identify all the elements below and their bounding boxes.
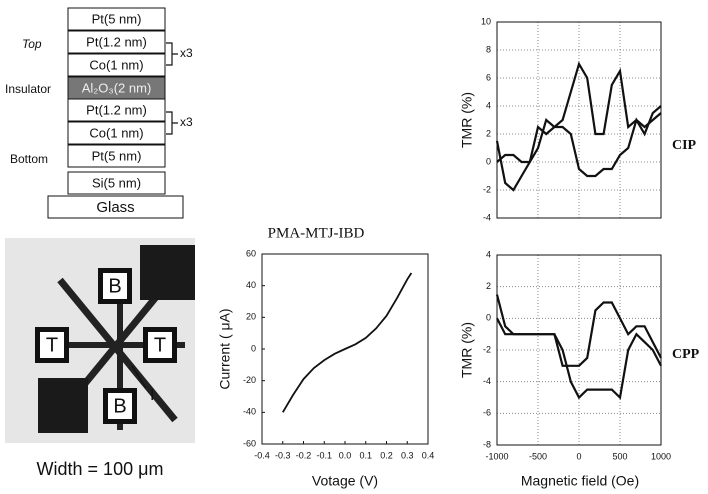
stack-label: Top <box>22 37 42 51</box>
layer <box>67 30 166 54</box>
layer <box>67 121 166 145</box>
y-tick-label: 8 <box>486 44 491 54</box>
layer-label: Co(1 nm) <box>89 125 143 140</box>
y-tick-label: -20 <box>243 375 256 385</box>
y-tick-label: -6 <box>483 408 491 418</box>
pointer-label: I <box>150 387 154 404</box>
x-tick-label: 0.3 <box>401 450 414 460</box>
y-tick-label: 2 <box>486 128 491 138</box>
y-tick-label: 20 <box>246 312 256 322</box>
layer <box>67 53 166 77</box>
layer <box>67 98 166 122</box>
y-tick-label: -2 <box>483 344 491 354</box>
layer-label: Co(1 nm) <box>89 57 143 72</box>
layer <box>67 144 166 168</box>
layer-label: Pt(5 nm) <box>92 11 142 26</box>
data-line <box>282 272 413 413</box>
repeat-label: x3 <box>180 115 193 129</box>
y-tick-label: 6 <box>486 72 491 82</box>
y-tick-label: -40 <box>243 407 256 417</box>
y-tick-label: 2 <box>486 281 491 291</box>
device-photo: B T T B I Width = 100 μm <box>5 238 195 479</box>
plot-frame <box>496 254 662 446</box>
y-axis-label: TMR (%) <box>459 322 475 378</box>
layer-label: Si(5 nm) <box>92 175 141 190</box>
stack-label: Bottom <box>10 152 48 166</box>
plot-frame <box>261 253 429 445</box>
plot-frame <box>496 21 662 219</box>
repeat-label: x3 <box>180 46 193 60</box>
x-tick-label: 0.2 <box>380 450 393 460</box>
x-tick-label: -500 <box>529 451 547 461</box>
layer-label: Glass <box>96 199 134 216</box>
x-tick-label: -0.4 <box>254 450 270 460</box>
caption: Width = 100 μm <box>37 459 164 479</box>
y-tick-label: -60 <box>243 438 256 448</box>
stack-label: Insulator <box>5 82 51 96</box>
layer <box>67 171 166 195</box>
pad-label: T <box>154 334 166 356</box>
x-tick-label: 0 <box>576 451 581 461</box>
y-tick-label: -4 <box>483 376 491 386</box>
data-line <box>496 317 662 400</box>
data-line <box>496 105 662 178</box>
pad-label: B <box>108 275 121 297</box>
y-tick-label: 0 <box>486 156 491 166</box>
x-tick-label: -0.1 <box>316 450 332 460</box>
y-tick-label: -8 <box>483 439 491 449</box>
layer-stack: x3 x3 Top Insulator Bottom Pt(5 nm) Pt(1.… <box>5 7 193 219</box>
x-tick-label: 500 <box>612 451 627 461</box>
y-tick-label: 4 <box>486 100 491 110</box>
x-tick-label: 0.4 <box>422 450 435 460</box>
y-tick-label: 4 <box>486 249 491 259</box>
x-tick-label: 0.0 <box>339 450 352 460</box>
x-axis-label: Magnetic field (Oe) <box>521 473 639 489</box>
layer-label: Pt(1.2 nm) <box>86 102 147 117</box>
layer <box>47 195 184 219</box>
y-axis-label: TMR (%) <box>459 92 475 148</box>
annotation: CPP <box>672 347 700 362</box>
y-tick-label: 40 <box>246 280 256 290</box>
y-tick-label: -2 <box>483 184 491 194</box>
y-tick-label: 0 <box>486 313 491 323</box>
pad-label: B <box>113 395 126 417</box>
x-tick-label: 1000 <box>651 451 671 461</box>
layer <box>67 7 166 31</box>
layer-label: Pt(5 nm) <box>92 148 142 163</box>
y-tick-label: -4 <box>483 212 491 222</box>
x-tick-label: 0.1 <box>359 450 372 460</box>
y-axis-label: Current ( μA) <box>217 308 233 389</box>
x-tick-label: -1000 <box>485 451 508 461</box>
y-tick-label: 60 <box>246 248 256 258</box>
layer-label: Al₂O₃(2 nm) <box>82 80 152 95</box>
data-line <box>495 61 662 192</box>
x-axis-label: Votage (V) <box>312 473 378 489</box>
y-tick-label: 0 <box>251 343 256 353</box>
pad-label: T <box>46 334 58 356</box>
chart-title: PMA-MTJ-IBD <box>268 225 365 241</box>
y-tick-label: 10 <box>481 16 491 26</box>
layer-label: Pt(1.2 nm) <box>86 34 147 49</box>
x-tick-label: -0.2 <box>296 450 312 460</box>
x-tick-label: -0.3 <box>275 450 291 460</box>
annotation: CIP <box>672 138 697 153</box>
